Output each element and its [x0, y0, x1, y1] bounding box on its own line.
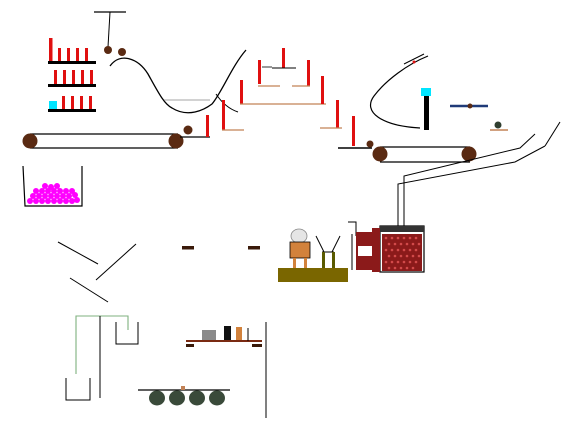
green-pipe-bins: [65, 315, 139, 401]
conveyor-wheel-left: [22, 133, 38, 149]
domino-row-bottom[interactable]: [48, 96, 96, 112]
swinging-rope-balls[interactable]: [94, 11, 126, 56]
domino-row-middle[interactable]: [48, 70, 96, 87]
lamp-bulb: [290, 228, 308, 244]
magenta-balls: [27, 183, 80, 204]
red-crate-container[interactable]: [348, 221, 425, 273]
lamp-robot-machine[interactable]: [278, 228, 348, 282]
bottom-shelf-items[interactable]: [186, 322, 267, 418]
top-conveyor[interactable]: [22, 133, 184, 149]
domino-single-left[interactable]: [206, 115, 209, 137]
cyan-block-right: [421, 88, 431, 96]
cyan-block: [49, 101, 57, 109]
ramp-curve: [109, 49, 247, 114]
conveyor-wheel-right: [168, 133, 184, 149]
right-conveyor[interactable]: [372, 146, 477, 163]
domino-row-top[interactable]: [48, 38, 96, 64]
floating-block-right[interactable]: [248, 246, 260, 250]
ball-conveyor-end[interactable]: [183, 125, 193, 135]
seesaw[interactable]: [450, 103, 488, 109]
magenta-ball-bin[interactable]: [22, 165, 83, 207]
curved-chute: [369, 53, 431, 130]
stepped-domino-platform[interactable]: [222, 48, 374, 149]
bottom-cart[interactable]: [138, 386, 230, 406]
funnel-lines: [57, 241, 137, 303]
floating-block-left[interactable]: [182, 246, 194, 250]
ball-on-ledge-right[interactable]: [490, 121, 508, 131]
ladder-pipe: [397, 121, 561, 226]
